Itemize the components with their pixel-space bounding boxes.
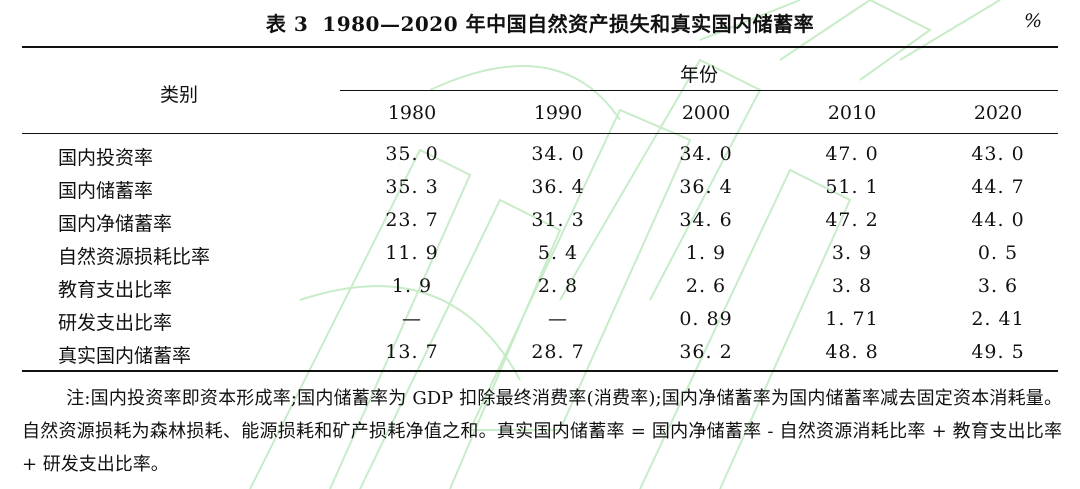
table-header-rule	[22, 133, 1058, 134]
table-cell: 0. 5	[977, 242, 1019, 264]
table-cell: 1. 9	[685, 242, 727, 264]
table-cell: 47. 0	[825, 143, 879, 165]
table-cell: 3. 9	[831, 242, 873, 264]
table-note: 注:国内投资率即资本形成率;国内储蓄率为 GDP 扣除最终消费率(消费率);国内…	[22, 382, 1062, 481]
table-cell: 36. 4	[531, 176, 585, 198]
table-cell: 35. 0	[385, 143, 439, 165]
table-cell: 0. 89	[679, 308, 733, 330]
table-cell: 2. 8	[537, 275, 579, 297]
table-cell: 44. 0	[971, 209, 1025, 231]
table-cell: 49. 5	[971, 341, 1025, 363]
table-cell: 43. 0	[971, 143, 1025, 165]
table-cell: 48. 8	[825, 341, 879, 363]
row-label: 真实国内储蓄率	[58, 345, 192, 367]
year-column-header: 1980	[387, 102, 437, 124]
table-cell: 31. 3	[531, 209, 585, 231]
table-unit: %	[1023, 10, 1042, 32]
table-cell: 44. 7	[971, 176, 1025, 198]
table-cell: 1. 9	[391, 275, 433, 297]
table-cell: 51. 1	[825, 176, 879, 198]
table-cell: 2. 41	[971, 308, 1025, 330]
table-cell: 36. 2	[679, 341, 733, 363]
table-cell: —	[548, 308, 568, 330]
table-cell: 3. 6	[977, 275, 1019, 297]
row-label: 国内净储蓄率	[58, 213, 173, 235]
year-column-header: 2010	[827, 102, 877, 124]
table-cell: 1. 71	[825, 308, 879, 330]
table-cell: 3. 8	[831, 275, 873, 297]
table-cell: 5. 4	[537, 242, 579, 264]
table-cell: —	[402, 308, 422, 330]
table-title-text: 1980—2020 年中国自然资产损失和真实国内储蓄率	[322, 12, 815, 36]
table-bottom-rule	[22, 370, 1058, 372]
table-cell: 28. 7	[531, 341, 585, 363]
table-note-text: 注:国内投资率即资本形成率;国内储蓄率为 GDP 扣除最终消费率(消费率);国内…	[22, 388, 1062, 475]
table-cell: 11. 9	[385, 242, 439, 264]
table-cell: 36. 4	[679, 176, 733, 198]
table-title: 表 3 1980—2020 年中国自然资产损失和真实国内储蓄率	[0, 8, 1080, 37]
table-cell: 23. 7	[385, 209, 439, 231]
table-year-rule	[340, 90, 1058, 91]
category-header: 类别	[160, 84, 199, 106]
table-cell: 47. 2	[825, 209, 879, 231]
year-column-header: 1990	[533, 102, 583, 124]
row-label: 国内投资率	[58, 147, 154, 169]
row-label: 自然资源损耗比率	[58, 246, 211, 268]
year-column-header: 2020	[973, 102, 1023, 124]
table-top-rule	[22, 46, 1058, 48]
table-cell: 34. 0	[531, 143, 585, 165]
table-cell: 2. 6	[685, 275, 727, 297]
table-cell: 35. 3	[385, 176, 439, 198]
table-cell: 34. 0	[679, 143, 733, 165]
table-cell: 34. 6	[679, 209, 733, 231]
year-column-header: 2000	[681, 102, 731, 124]
year-header: 年份	[680, 64, 719, 86]
table-label: 表 3	[265, 12, 309, 36]
row-label: 教育支出比率	[58, 279, 173, 301]
row-label: 研发支出比率	[58, 312, 173, 334]
table-cell: 13. 7	[385, 341, 439, 363]
row-label: 国内储蓄率	[58, 180, 154, 202]
